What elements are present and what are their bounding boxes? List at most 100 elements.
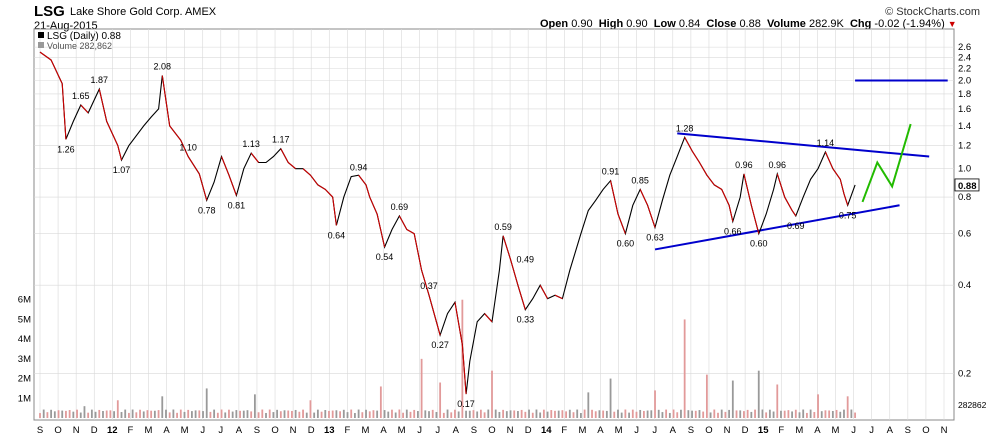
volume-bar xyxy=(276,409,279,418)
price-annotation: 0.33 xyxy=(517,315,535,325)
volume-bar xyxy=(146,410,149,418)
volume-bar xyxy=(798,412,801,418)
volume-bar xyxy=(339,411,341,418)
volume-bar xyxy=(398,409,401,418)
chg-label: Chg xyxy=(849,18,872,30)
x-tick-label: N xyxy=(290,425,297,436)
price-down-segment xyxy=(161,75,171,126)
price-annotation: 0.78 xyxy=(198,205,216,215)
volume-bar xyxy=(50,409,53,418)
price-down-segment xyxy=(691,150,700,163)
volume-bar xyxy=(691,410,693,418)
volume-bar xyxy=(739,410,742,418)
volume-bar xyxy=(509,410,512,418)
volume-bar xyxy=(502,409,505,418)
y-tick-label: 1.4 xyxy=(958,121,971,132)
price-annotation: 2.08 xyxy=(153,62,171,72)
price-annotation: 0.96 xyxy=(735,160,753,170)
volume-bar xyxy=(442,412,445,418)
volume-bar xyxy=(242,410,245,418)
x-tick-label: O xyxy=(488,425,495,436)
volume-bar xyxy=(61,410,64,418)
price-annotation: 1.10 xyxy=(179,143,197,153)
volume-bar xyxy=(142,411,145,418)
price-down-segment xyxy=(776,173,786,198)
x-tick-label: J xyxy=(417,425,422,436)
volume-bar xyxy=(261,409,264,418)
price-annotation: 0.69 xyxy=(787,221,805,231)
y-tick-label: 1.0 xyxy=(958,164,971,175)
price-down-segment xyxy=(332,196,337,226)
volume-bar xyxy=(387,411,390,418)
volume-bar xyxy=(331,410,334,418)
volume-bar xyxy=(483,412,486,418)
x-tick-label: N xyxy=(941,425,948,436)
y-tick-label: 2.0 xyxy=(958,76,971,87)
volume-bar xyxy=(824,410,827,418)
volume-bar xyxy=(831,410,834,418)
volume-bar xyxy=(794,409,797,418)
volume-bar xyxy=(39,413,41,418)
volume-bar xyxy=(643,410,645,418)
price-down-segment xyxy=(302,168,311,176)
volume-bar xyxy=(350,409,353,418)
price-down-segment xyxy=(699,162,708,176)
volume-bar xyxy=(657,409,660,418)
price-annotation: 0.63 xyxy=(646,232,664,242)
volume-bar xyxy=(194,410,197,418)
volume-bar xyxy=(806,412,808,418)
x-tick-label: A xyxy=(814,425,821,436)
price-annotation: 0.64 xyxy=(328,230,346,240)
volume-bar xyxy=(768,409,771,418)
plot-frame xyxy=(33,28,955,421)
volume-bar xyxy=(268,409,271,418)
down-arrow-icon: ▼ xyxy=(947,19,957,29)
x-tick-label: A xyxy=(236,425,243,436)
volume-bar xyxy=(850,409,853,418)
last-price-box xyxy=(954,178,980,192)
x-tick-label: 13 xyxy=(324,425,335,436)
volume-bar xyxy=(354,413,356,418)
x-tick-label: N xyxy=(507,425,514,436)
company-name: Lake Shore Gold Corp. AMEX xyxy=(70,6,216,18)
volume-bar xyxy=(576,409,579,418)
y-tick-label: 0.8 xyxy=(958,192,971,203)
volume-bar xyxy=(468,410,471,418)
volume-bar xyxy=(313,412,316,418)
trendline-layer xyxy=(654,79,948,251)
volume-bar xyxy=(728,409,731,418)
price-annotation: 1.87 xyxy=(91,75,109,85)
volume-tick-label: 1M xyxy=(18,393,31,404)
x-tick-label: M xyxy=(832,425,840,436)
volume-bar xyxy=(572,412,575,418)
price-down-segment xyxy=(398,215,408,230)
volume-bar xyxy=(583,409,586,418)
price-down-segment xyxy=(832,168,841,180)
price-down-segment xyxy=(406,229,415,235)
volume-bar xyxy=(750,411,753,418)
volume-tick-label: 6M xyxy=(18,295,31,306)
volume-bar xyxy=(53,411,56,418)
x-tick-label: J xyxy=(652,425,657,436)
volume-bar xyxy=(172,409,175,418)
volume-bar xyxy=(787,410,790,418)
volume-bar xyxy=(565,411,567,418)
volume-bar xyxy=(780,410,782,418)
x-tick-label: O xyxy=(271,425,278,436)
volume-bar xyxy=(517,411,519,418)
volume-bar xyxy=(554,410,556,418)
volume-bar xyxy=(405,409,408,418)
volume-bar xyxy=(813,412,816,418)
volume-bar xyxy=(446,409,449,418)
price-down-segment xyxy=(784,196,793,211)
brand-link[interactable]: © StockCharts.com xyxy=(885,6,980,18)
volume-bar xyxy=(161,396,164,418)
price-down-segment xyxy=(639,189,649,206)
price-annotation: 0.94 xyxy=(350,163,368,173)
volume-last-label: 282862 xyxy=(958,400,987,410)
volume-bar xyxy=(109,410,112,418)
volume-tick-label: 2M xyxy=(18,374,31,385)
volume-bar xyxy=(539,412,542,418)
volume-bar xyxy=(828,410,831,418)
volume-bar xyxy=(279,411,282,418)
